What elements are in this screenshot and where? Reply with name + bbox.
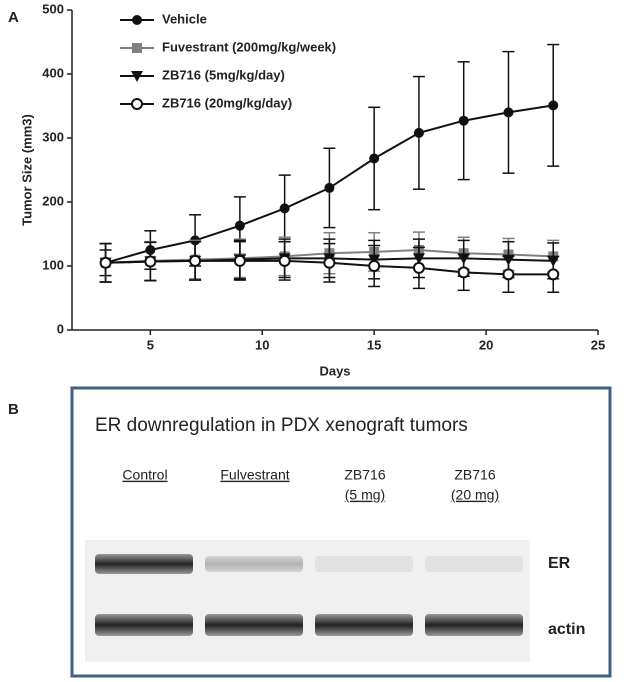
marker	[413, 127, 424, 138]
marker	[234, 220, 245, 231]
blot-title: ER downregulation in PDX xenograft tumor…	[95, 415, 468, 436]
legend-label: ZB716 (5mg/kg/day)	[162, 67, 285, 82]
lane-label: Fulvestrant	[220, 467, 289, 483]
marker	[503, 107, 514, 118]
band	[425, 556, 523, 572]
y-tick-label: 0	[57, 321, 64, 336]
x-tick-label: 5	[147, 337, 154, 352]
lane-label: Control	[122, 467, 167, 483]
marker	[323, 256, 336, 269]
band	[95, 614, 193, 636]
marker	[131, 71, 143, 82]
y-tick-label: 100	[42, 257, 64, 272]
marker	[369, 153, 380, 164]
marker	[547, 268, 560, 281]
marker	[502, 268, 515, 281]
marker	[412, 261, 425, 274]
lane-label: ZB716	[344, 467, 385, 483]
marker	[144, 255, 157, 268]
legend-label: ZB716 (20mg/kg/day)	[162, 95, 292, 110]
marker	[132, 15, 142, 25]
x-tick-label: 20	[479, 337, 493, 352]
band	[205, 614, 303, 636]
band	[95, 554, 193, 574]
panel-label: B	[8, 401, 19, 418]
marker	[548, 100, 559, 111]
marker	[99, 256, 112, 269]
y-tick-label: 300	[42, 129, 64, 144]
marker	[189, 254, 202, 267]
marker	[324, 182, 335, 193]
y-tick-label: 400	[42, 65, 64, 80]
marker	[132, 43, 142, 53]
lane-label: (5 mg)	[345, 487, 385, 503]
marker	[279, 203, 290, 214]
marker	[233, 254, 246, 267]
marker	[278, 254, 291, 267]
x-tick-label: 15	[367, 337, 381, 352]
marker	[457, 266, 470, 279]
panel-label: A	[8, 9, 19, 26]
lane-label: (20 mg)	[451, 487, 499, 503]
x-tick-label: 25	[591, 337, 605, 352]
lane-label: ZB716	[454, 467, 495, 483]
x-axis-label: Days	[319, 363, 350, 378]
x-tick-label: 10	[255, 337, 269, 352]
marker	[368, 260, 381, 272]
y-tick-label: 500	[42, 1, 64, 16]
band	[205, 556, 303, 572]
band	[425, 614, 523, 636]
band	[315, 614, 413, 636]
row-label: actin	[548, 621, 585, 638]
row-label: ER	[548, 555, 571, 572]
legend-label: Vehicle	[162, 11, 207, 26]
y-tick-label: 200	[42, 193, 64, 208]
marker	[458, 115, 469, 126]
band	[315, 556, 413, 572]
marker	[131, 98, 143, 110]
y-axis-label: Tumor Size (mm3)	[19, 114, 34, 226]
legend-label: Fuvestrant (200mg/kg/week)	[162, 39, 336, 54]
